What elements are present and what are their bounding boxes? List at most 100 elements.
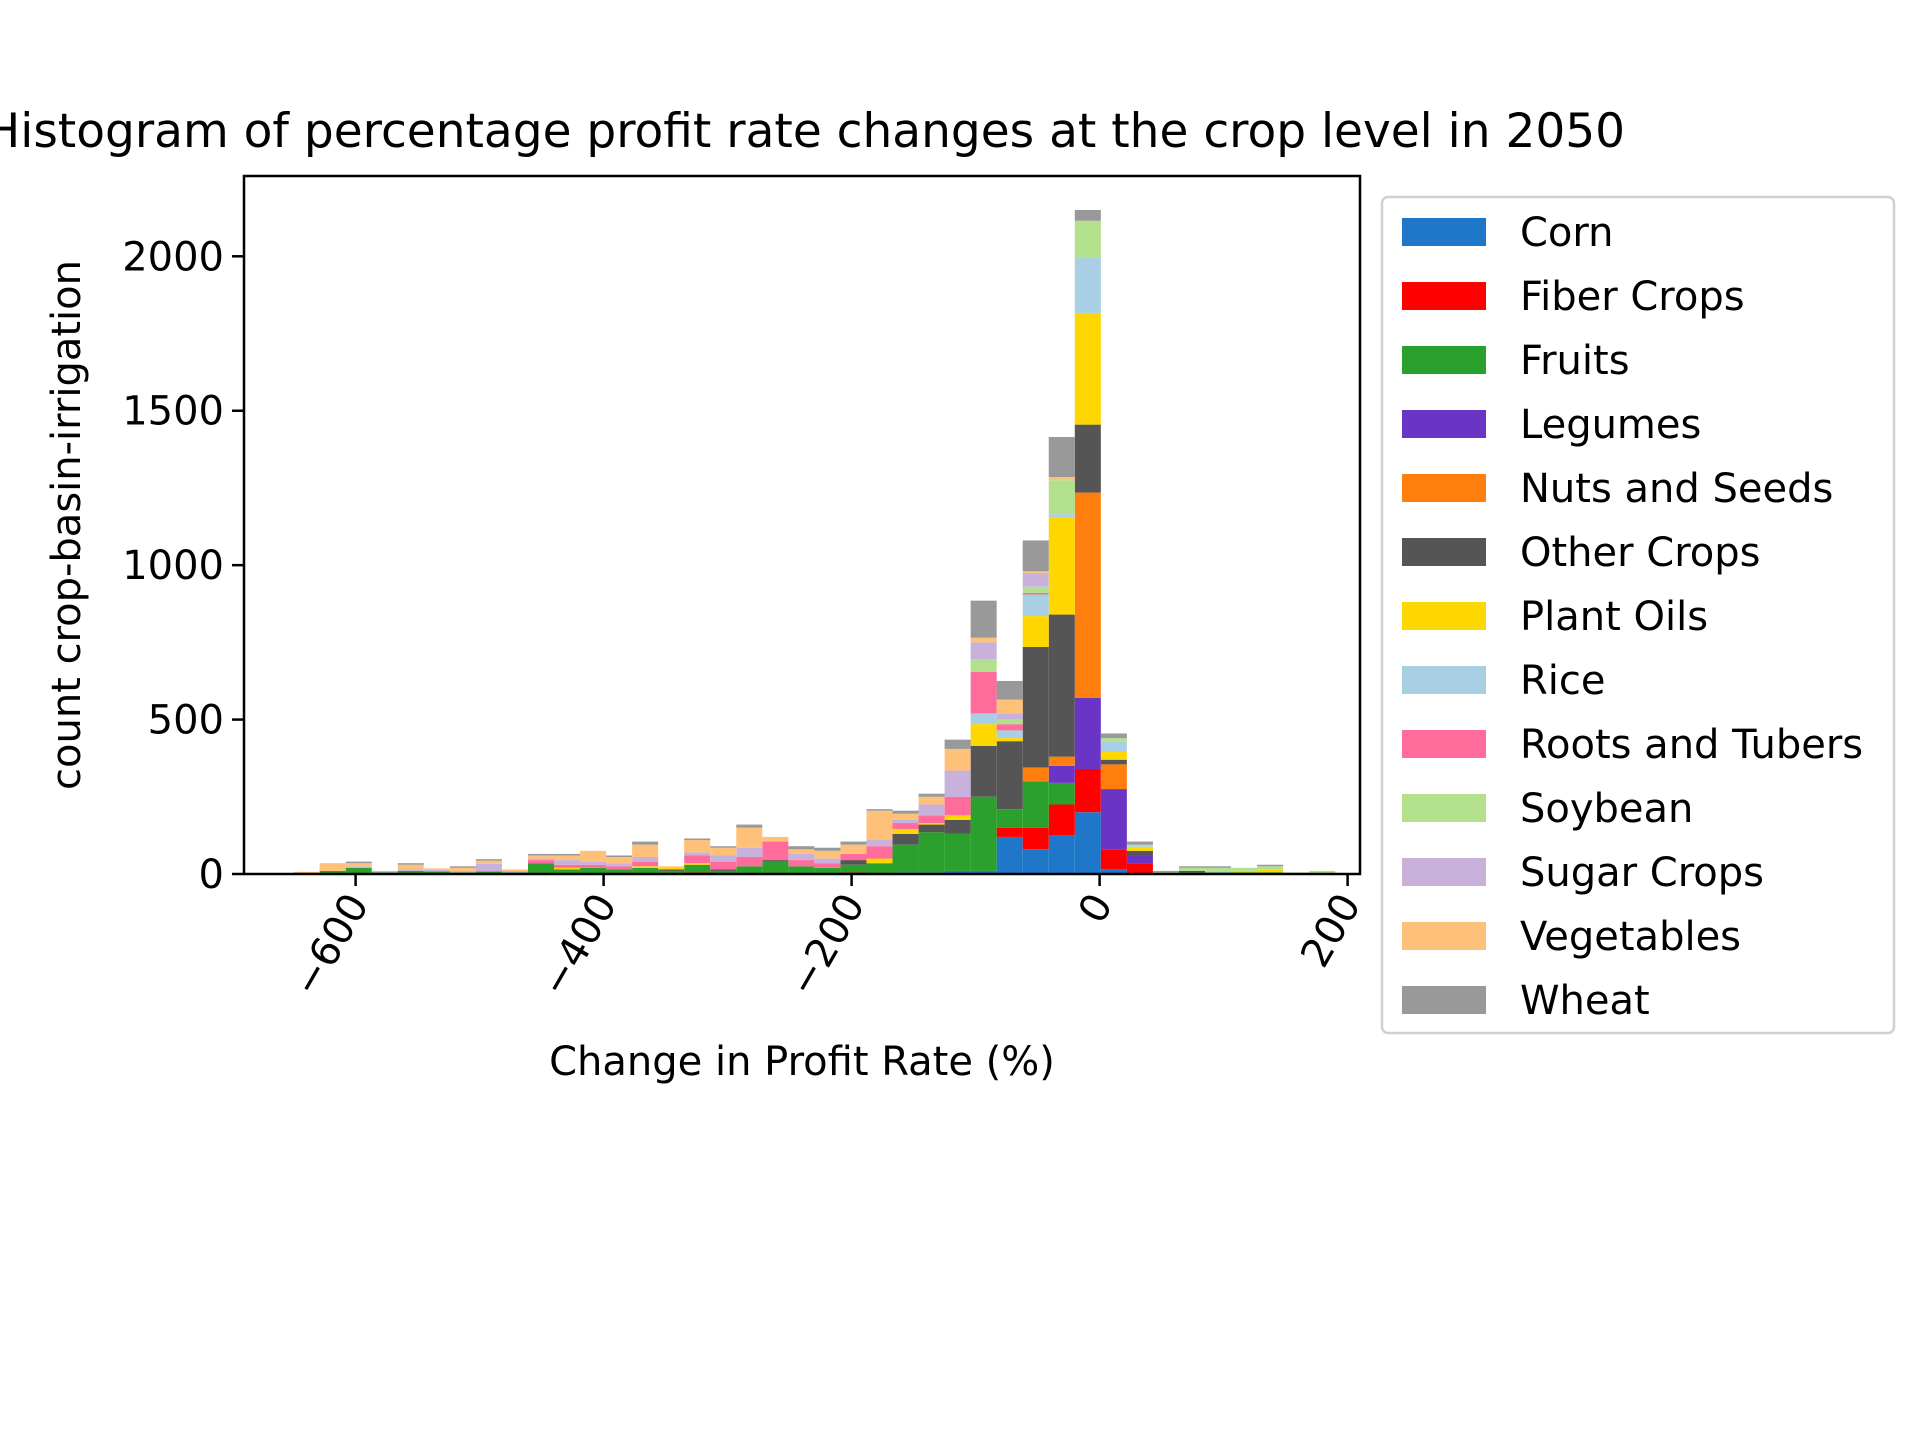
bar-segment	[944, 748, 971, 771]
bar-segment	[527, 855, 554, 859]
bar-segment	[1022, 616, 1049, 647]
bar-segment	[319, 870, 346, 874]
bar-segment	[918, 796, 945, 805]
bar-segment	[1022, 827, 1049, 850]
bar-segment	[658, 866, 685, 868]
bar-segment	[1074, 492, 1101, 698]
legend: Corn Fiber Crops Fruits Legumes Nuts and See…	[1380, 195, 1896, 1035]
bar-segment	[423, 868, 450, 870]
bar-segment	[527, 860, 554, 864]
x-axis-label: Change in Profit Rate (%)	[549, 1039, 1055, 1085]
bar-segment	[866, 863, 893, 874]
bar-segment	[840, 853, 867, 861]
bar-segment	[1178, 867, 1205, 871]
bar-segment	[1100, 789, 1127, 850]
bar-segment	[970, 745, 997, 797]
bar-segment	[736, 866, 763, 874]
bar-segment	[1100, 759, 1127, 765]
bar-segment	[684, 855, 711, 864]
legend-swatch	[1402, 858, 1486, 886]
legend-label: Fiber Crops	[1520, 274, 1745, 320]
bar-segment	[996, 699, 1023, 714]
bar-segment	[1231, 867, 1258, 871]
bar-segment	[710, 846, 737, 848]
bar-segment	[918, 804, 945, 816]
bar-segment	[892, 844, 919, 873]
bar-segment	[501, 869, 528, 871]
bar-segment	[658, 870, 685, 874]
bar-segment	[1074, 313, 1101, 425]
bar-segment	[449, 870, 476, 873]
plot-frame	[242, 174, 1362, 876]
bar-segment	[970, 659, 997, 672]
bar-segment	[892, 813, 919, 820]
bar-segment	[554, 864, 581, 868]
legend-swatch	[1402, 474, 1486, 502]
bar-segment	[866, 810, 893, 841]
bar-segment	[1126, 847, 1153, 851]
bar-segment	[1048, 514, 1075, 518]
bar-segment	[1048, 480, 1075, 515]
bar-segment	[710, 847, 737, 856]
chart-title: Histogram of percentage profit rate chan…	[0, 104, 1625, 159]
bar-segment	[814, 858, 841, 864]
bar-segment	[554, 853, 581, 856]
bar-segment	[1048, 614, 1075, 757]
bar-segment	[1205, 866, 1232, 868]
bar-segment	[1126, 855, 1153, 864]
bar-segment	[397, 869, 424, 871]
legend-label: Plant Oils	[1520, 594, 1708, 640]
bar-segment	[580, 864, 607, 868]
bar-segment	[1074, 768, 1101, 813]
legend-swatch	[1402, 666, 1486, 694]
bar-segment	[554, 855, 581, 861]
legend-box	[1380, 195, 1896, 1035]
bar-segment	[892, 819, 919, 824]
x-tick-label: −400	[531, 886, 626, 1004]
bar-segment	[606, 863, 633, 867]
bar-segment	[788, 846, 815, 850]
legend-label: Wheat	[1520, 978, 1650, 1024]
bar-segment	[449, 866, 476, 868]
bar-segment	[606, 855, 633, 858]
bar-segment	[1022, 586, 1049, 593]
x-tick-label: 0	[1070, 886, 1123, 931]
bar-segment	[606, 857, 633, 864]
bar-segment	[1048, 517, 1075, 615]
bar-segment	[632, 867, 659, 874]
bar-segment	[1048, 782, 1075, 805]
bar-segment	[1074, 697, 1101, 769]
x-tick-label: −600	[283, 886, 378, 1004]
bar-segment	[996, 836, 1023, 874]
bar-segment	[996, 741, 1023, 810]
bar-segment	[866, 840, 893, 847]
bar-segment	[1074, 209, 1101, 221]
bar-segment	[475, 859, 502, 861]
bar-segment	[606, 869, 633, 874]
legend-swatch	[1402, 282, 1486, 310]
bar-segment	[397, 863, 424, 865]
bar-segment	[788, 853, 815, 861]
bar-segment	[1100, 849, 1127, 870]
bar-segment	[345, 867, 372, 874]
bar-segment	[554, 860, 581, 865]
bar-segment	[996, 738, 1023, 742]
legend-label: Soybean	[1520, 786, 1693, 832]
bar-segment	[527, 863, 554, 874]
bar-segment	[475, 863, 502, 872]
y-tick-label: 1000	[122, 543, 224, 589]
legend-label: Fruits	[1520, 338, 1630, 384]
bar-segment	[397, 864, 424, 870]
bar-segment	[580, 850, 607, 862]
bar-segment	[866, 858, 893, 864]
bar-segment	[580, 861, 607, 865]
bar-segment	[970, 870, 997, 874]
bar-segment	[1205, 867, 1232, 871]
bar-segment	[944, 770, 971, 797]
bar-segment	[1205, 870, 1232, 873]
legend-swatch	[1402, 538, 1486, 566]
bar-segment	[1022, 572, 1049, 587]
bar-segment	[1022, 540, 1049, 572]
